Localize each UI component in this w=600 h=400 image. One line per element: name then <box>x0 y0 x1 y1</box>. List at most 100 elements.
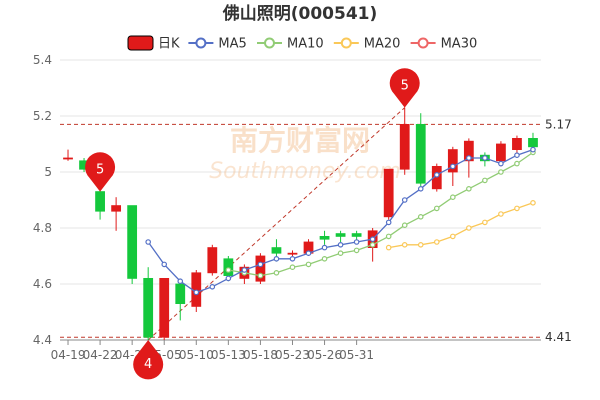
ma10-line <box>228 151 534 277</box>
ma10-point <box>514 160 520 167</box>
legend-item-ma20[interactable]: MA20 <box>333 37 401 52</box>
ma10-point <box>337 250 344 257</box>
chart-title: 佛山照明(000541) <box>222 3 378 24</box>
ma5-point <box>225 275 232 282</box>
ma5-point <box>145 239 151 245</box>
candle-body <box>351 233 362 237</box>
legend-label: MA20 <box>364 37 401 52</box>
y-tick-label: 5.2 <box>33 109 52 123</box>
candle-body <box>399 124 410 170</box>
trend-line-path <box>147 107 406 341</box>
candle-body <box>95 191 105 212</box>
ma10-point <box>321 255 328 262</box>
marker-pin <box>85 152 116 192</box>
marker-pin <box>389 68 420 108</box>
legend-swatch-dot <box>417 37 429 49</box>
x-axis: 04-1904-2204-2705-0505-1005-1305-1805-23… <box>51 339 541 362</box>
candle-body <box>159 277 170 338</box>
ma5-point <box>241 267 248 273</box>
ma10-point <box>450 194 456 201</box>
legend-item-ma10[interactable]: MA10 <box>257 37 324 52</box>
ma20-point <box>514 205 520 212</box>
ma20-point <box>450 233 456 240</box>
y-axis: 4.4 4.6 4.8 5 5.2 5.4 <box>33 53 52 347</box>
ma10-point <box>401 222 408 229</box>
ma20-point <box>401 242 408 248</box>
legend-label: MA30 <box>441 37 478 52</box>
ma10-point <box>498 169 504 175</box>
ma10-point <box>305 261 312 268</box>
candle-body <box>175 283 186 305</box>
ma5-point <box>305 250 312 257</box>
legend-item-ma30[interactable]: MA30 <box>410 37 478 52</box>
x-tick-label: 05-13 <box>211 348 246 362</box>
x-tick-label: 05-23 <box>275 348 310 362</box>
legend-swatch-dot <box>264 37 275 49</box>
y-tick-label: 5.4 <box>33 53 52 67</box>
extreme-marker: 5 <box>85 152 116 192</box>
marker-label: 5 <box>401 79 409 94</box>
candle-body <box>287 252 298 255</box>
candle-body <box>271 247 282 254</box>
candle-body <box>255 255 266 282</box>
extreme-marker: 5 <box>389 68 420 108</box>
ma10-point <box>257 272 264 279</box>
marker-label: 4 <box>144 357 152 372</box>
ma5-point <box>498 160 504 167</box>
candle-body <box>447 149 458 173</box>
ma20-point <box>530 200 536 206</box>
watermark-cn: 南方财富网 <box>230 124 370 157</box>
ma5-point <box>369 236 376 243</box>
ma20-point <box>482 219 488 226</box>
reference-line-label: 4.41 <box>545 330 572 344</box>
candle-body <box>127 205 138 279</box>
ma10-point <box>482 177 488 184</box>
ma10-point <box>369 242 376 248</box>
trend-line <box>147 107 406 341</box>
chart-legend[interactable]: 日K MA5 MA10 MA20 MA30 <box>127 35 478 52</box>
extreme-markers: 5 4 5 <box>85 68 420 380</box>
ma5-point <box>209 283 216 290</box>
y-tick-label: 4.8 <box>33 221 52 235</box>
ma10-point <box>289 264 296 271</box>
ma5-point <box>482 155 488 161</box>
ma20-point <box>466 225 472 231</box>
legend-swatch <box>127 35 154 51</box>
ma10-point <box>417 214 424 220</box>
ma5-point <box>417 186 424 192</box>
watermark-en: Southmoney.com <box>209 159 401 184</box>
candle-body <box>223 258 234 276</box>
y-tick-label: 4.4 <box>33 333 52 347</box>
legend-item-ma5[interactable]: MA5 <box>188 37 247 52</box>
candle-body <box>319 235 330 240</box>
extreme-marker: 4 <box>133 340 164 380</box>
ma20-point <box>385 244 392 251</box>
candle-body <box>496 143 506 162</box>
ma5-point <box>193 289 200 296</box>
legend-item-k[interactable]: 日K <box>127 35 180 52</box>
reference-line-label: 5.17 <box>545 117 572 131</box>
legend-label: 日K <box>158 37 180 52</box>
ma10-point <box>433 205 440 212</box>
ma10-point <box>385 233 392 240</box>
candle-body <box>512 137 522 150</box>
candle-body <box>528 137 538 148</box>
candle-body <box>63 157 73 160</box>
ma5-point <box>450 163 456 170</box>
x-tick-label: 04-19 <box>51 348 86 362</box>
x-tick-label: 05-18 <box>243 348 278 362</box>
ma5-point <box>466 155 472 161</box>
legend-label: MA10 <box>287 37 324 52</box>
candle-body <box>143 277 154 338</box>
marker-pin <box>133 340 164 380</box>
ma5-point <box>401 197 408 203</box>
ma5-point <box>273 255 280 262</box>
candle-body <box>415 124 426 184</box>
ma5-point <box>337 242 344 248</box>
ma10-point <box>353 247 360 254</box>
ma5-point <box>321 244 328 251</box>
ma5-point <box>177 278 184 285</box>
ma5-point <box>289 255 296 262</box>
